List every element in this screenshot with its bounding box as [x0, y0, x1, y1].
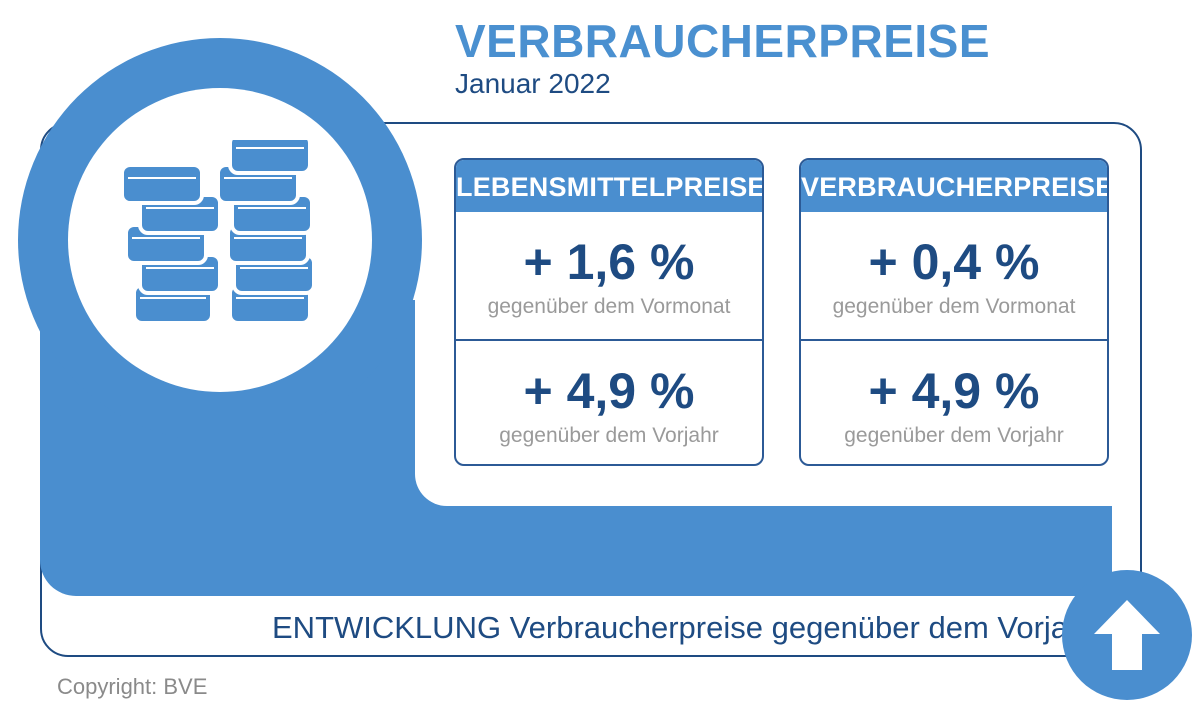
- page-subtitle: Januar 2022: [455, 68, 611, 99]
- trend-caption: ENTWICKLUNG Verbraucherpreise gegenüber …: [272, 610, 1105, 645]
- stat-value: + 4,9 %: [523, 363, 695, 419]
- stat-note: gegenüber dem Vormonat: [832, 295, 1076, 318]
- stat-row-vormonat: + 1,6 % gegenüber dem Vormonat: [456, 212, 762, 339]
- coins-stack-icon: [120, 140, 316, 325]
- card-verbraucherpreise: VERBRAUCHERPREISE + 0,4 % gegenüber dem …: [799, 158, 1109, 466]
- stat-note: gegenüber dem Vorjahr: [499, 424, 719, 447]
- page-title: VERBRAUCHERPREISE: [455, 15, 991, 67]
- card-title: VERBRAUCHERPREISE: [801, 160, 1107, 212]
- trend-indicator: [1062, 570, 1192, 700]
- copyright: Copyright: BVE: [57, 674, 208, 699]
- stat-row-vorjahr: + 4,9 % gegenüber dem Vorjahr: [456, 339, 762, 464]
- stat-row-vormonat: + 0,4 % gegenüber dem Vormonat: [801, 212, 1107, 339]
- stat-value: + 4,9 %: [868, 363, 1040, 419]
- arrow-up-icon: [1094, 600, 1160, 670]
- card-title: LEBENSMITTELPREISE: [456, 160, 762, 212]
- stat-note: gegenüber dem Vormonat: [487, 295, 731, 318]
- stat-value: + 1,6 %: [523, 234, 695, 290]
- card-lebensmittelpreise: LEBENSMITTELPREISE + 1,6 % gegenüber dem…: [454, 158, 764, 466]
- stat-value: + 0,4 %: [868, 234, 1040, 290]
- stat-note: gegenüber dem Vorjahr: [844, 424, 1064, 447]
- icon-circle-inner: [68, 88, 372, 392]
- stat-row-vorjahr: + 4,9 % gegenüber dem Vorjahr: [801, 339, 1107, 464]
